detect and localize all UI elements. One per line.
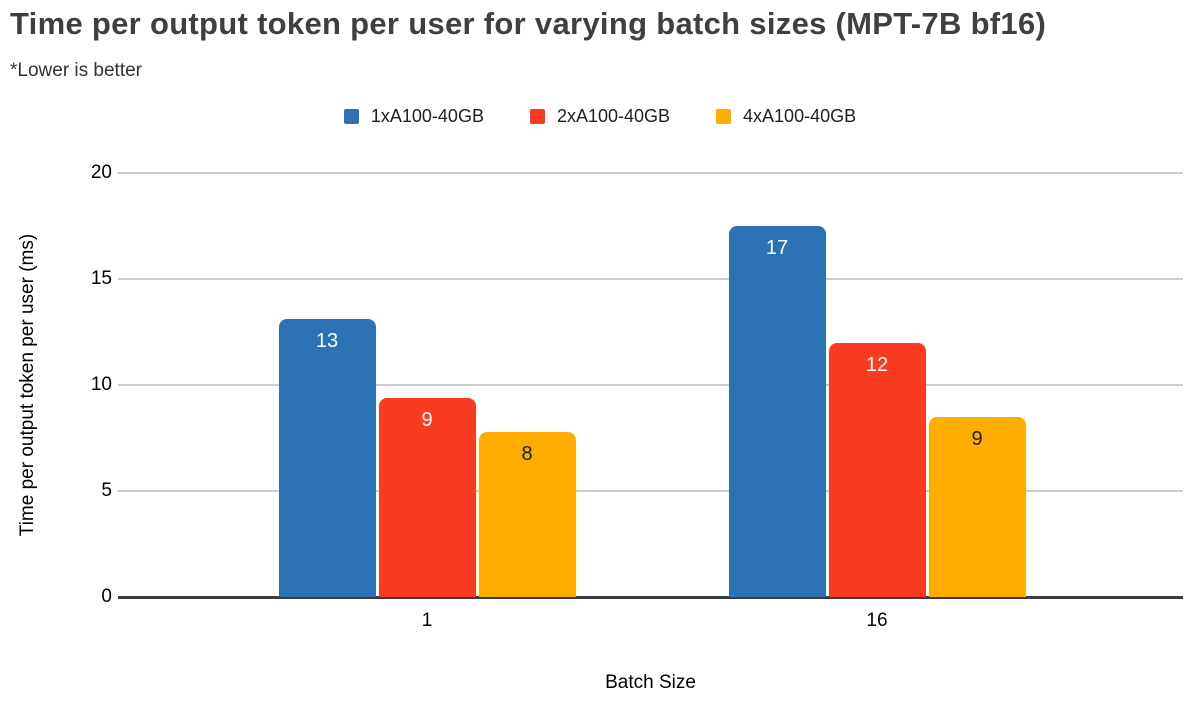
bar-value-label: 13 <box>315 330 339 353</box>
bar-2xA100-40GB-batch-1[interactable]: 9 <box>378 397 476 597</box>
chart-subtitle: *Lower is better <box>10 60 143 81</box>
legend-label: 4xA100-40GB <box>743 106 857 126</box>
gridline <box>118 278 1183 280</box>
legend-item-1xA100-40GB[interactable]: 1xA100-40GB <box>343 106 484 127</box>
legend-swatch-icon <box>343 109 359 124</box>
legend-item-4xA100-40GB[interactable]: 4xA100-40GB <box>716 106 856 127</box>
bar-1xA100-40GB-batch-1[interactable]: 13 <box>278 319 376 597</box>
bar-value-label: 9 <box>421 408 433 431</box>
y-tick-label: 20 <box>90 162 112 183</box>
legend-label: 1xA100-40GB <box>370 106 484 126</box>
x-axis-title: Batch Size <box>605 672 696 693</box>
y-tick-label: 15 <box>90 268 112 289</box>
bar-2xA100-40GB-batch-16[interactable]: 12 <box>828 342 926 597</box>
chart-title: Time per output token per user for varyi… <box>10 6 1047 41</box>
bar-1xA100-40GB-batch-16[interactable]: 17 <box>728 226 826 597</box>
bar-value-label: 8 <box>521 442 533 465</box>
y-tick-label: 10 <box>90 374 112 395</box>
legend: 1xA100-40GB 2xA100-40GB 4xA100-40GB <box>0 106 1200 127</box>
legend-item-2xA100-40GB[interactable]: 2xA100-40GB <box>529 106 671 127</box>
y-tick-label: 0 <box>101 586 112 607</box>
gridline <box>118 384 1183 386</box>
y-tick-label: 5 <box>101 480 112 501</box>
x-category-label: 1 <box>421 610 433 631</box>
bar-4xA100-40GB-batch-16[interactable]: 9 <box>928 416 1026 597</box>
gridline <box>118 490 1183 492</box>
x-category-label: 16 <box>866 610 888 631</box>
bar-value-label: 17 <box>765 237 789 259</box>
bar-4xA100-40GB-batch-1[interactable]: 8 <box>478 431 576 597</box>
legend-label: 2xA100-40GB <box>556 106 671 126</box>
bar-value-label: 12 <box>865 353 889 376</box>
x-axis-line <box>118 596 1183 599</box>
gridline <box>118 172 1183 174</box>
y-axis-title: Time per output token per user (ms) <box>17 233 38 537</box>
legend-swatch-icon <box>529 109 545 124</box>
legend-swatch-icon <box>716 109 732 124</box>
bar-value-label: 9 <box>971 427 983 450</box>
